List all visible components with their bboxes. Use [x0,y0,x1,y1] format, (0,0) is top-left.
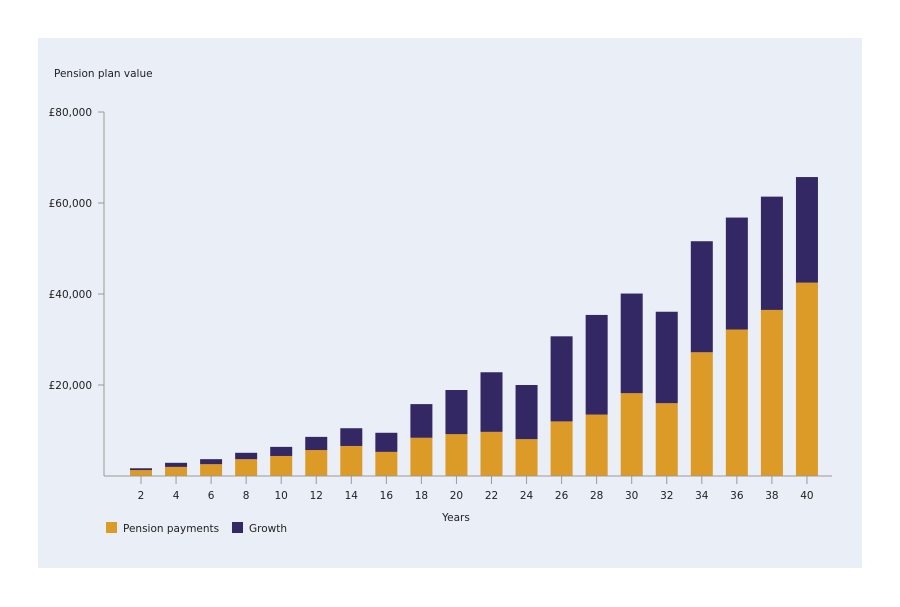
bar-pension-payments [480,431,503,476]
x-tick-label: 8 [243,490,250,502]
bar-growth [480,372,503,432]
bar-growth [655,311,678,404]
bar-growth [795,177,818,283]
chart-panel [38,38,862,568]
x-tick-label: 18 [415,490,428,502]
bar-pension-payments [550,421,573,476]
x-tick-label: 4 [173,490,180,502]
legend-swatch [232,522,243,533]
x-tick-label: 12 [310,490,323,502]
bar-pension-payments [340,445,363,476]
x-tick-label: 16 [380,490,394,502]
x-tick-label: 32 [660,490,673,502]
legend-label: Growth [249,523,287,535]
x-tick-label: 10 [275,490,288,502]
bar-growth [375,432,398,452]
y-tick-label: £40,000 [49,289,92,301]
bar-growth [760,196,783,310]
bar-growth [270,446,293,456]
y-tick-label: £20,000 [49,380,92,392]
x-tick-label: 30 [625,490,638,502]
bar-pension-payments [795,282,818,476]
bar-growth [235,452,258,460]
legend-swatch [106,522,117,533]
bar-growth [585,314,608,415]
x-tick-label: 34 [695,490,709,502]
bar-pension-payments [515,439,538,476]
bar-pension-payments [200,464,223,476]
bar-pension-payments [585,414,608,476]
bar-pension-payments [690,352,713,476]
bar-growth [690,241,713,353]
x-tick-label: 2 [138,490,145,502]
bar-pension-payments [305,450,328,476]
bar-pension-payments [620,393,643,476]
bar-pension-payments [130,470,152,476]
bar-growth [165,462,188,467]
x-tick-label: 22 [485,490,498,502]
x-tick-label: 38 [765,490,778,502]
x-tick-label: 36 [730,490,744,502]
x-tick-label: 40 [800,490,813,502]
bar-growth [620,293,643,394]
bar-pension-payments [760,309,783,476]
legend-label: Pension payments [123,523,219,535]
x-tick-label: 26 [555,490,569,502]
bar-pension-payments [235,459,258,476]
bar-growth [725,217,748,330]
bar-pension-payments [445,434,468,476]
y-tick-label: £80,000 [49,107,92,119]
bar-growth [305,436,328,451]
bar-pension-payments [270,455,293,476]
bar-pension-payments [655,403,678,476]
y-tick-label: £60,000 [49,198,92,210]
bar-pension-payments [375,451,398,476]
x-tick-label: 6 [208,490,215,502]
x-tick-label: 14 [345,490,359,502]
x-axis-label: Years [441,512,470,524]
bar-pension-payments [725,329,748,476]
bar-growth [515,385,538,440]
x-tick-label: 24 [520,490,534,502]
bar-pension-payments [165,466,188,476]
bar-growth [130,468,152,471]
bar-growth [445,390,468,435]
chart-title: Pension plan value [54,68,153,80]
bar-growth [340,428,363,446]
bar-growth [550,336,573,422]
x-tick-label: 28 [590,490,603,502]
bar-growth [200,459,223,465]
x-tick-label: 20 [450,490,463,502]
bar-growth [410,404,433,438]
bar-pension-payments [410,437,433,476]
